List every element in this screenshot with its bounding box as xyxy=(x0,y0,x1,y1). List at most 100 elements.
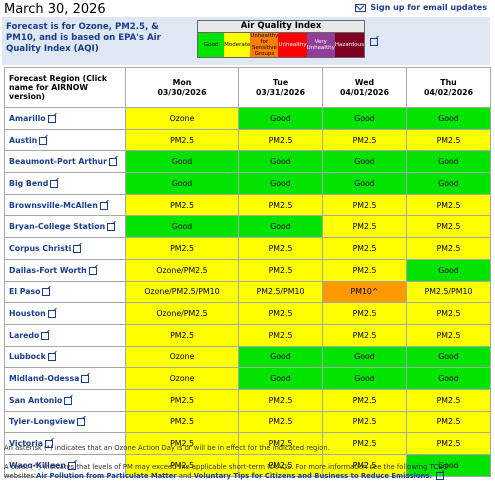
forecast-cell: Good xyxy=(322,107,407,130)
aqi-legend[interactable]: Air Quality Index Good Moderate Unhealthy … xyxy=(197,20,365,58)
region-name: Beaumont-Port Arthur xyxy=(9,157,107,167)
external-link-icon[interactable] xyxy=(370,38,378,46)
region-link[interactable]: Bryan-College Station xyxy=(4,215,126,239)
forecast-cell: Good xyxy=(238,345,323,369)
table-row: Amarillo Ozone Good Good Good xyxy=(4,107,491,130)
region-link[interactable]: Corpus Christi xyxy=(4,237,126,260)
external-link-icon[interactable] xyxy=(47,114,56,123)
table-row: Dallas-Fort Worth Ozone/PM2.5 PM2.5 PM2.5 Go… xyxy=(4,258,491,282)
forecast-cell: PM2.5 xyxy=(125,193,239,217)
forecast-cell: Ozone/PM2.5 xyxy=(125,258,239,282)
region-name: Lubbock xyxy=(9,352,46,362)
forecast-cell: PM2.5 xyxy=(406,302,491,325)
region-name: Amarillo xyxy=(9,113,46,123)
particulate-matter-link[interactable]: Air Pollution from Particulate Matter xyxy=(36,472,177,480)
external-link-icon[interactable] xyxy=(47,310,56,319)
email-signup-label: Sign up for email updates xyxy=(370,3,487,12)
region-name: Austin xyxy=(9,135,38,145)
region-link[interactable]: Laredo xyxy=(4,323,126,347)
external-link-icon[interactable] xyxy=(73,244,82,253)
forecast-cell: Good xyxy=(406,172,491,195)
external-link-icon[interactable] xyxy=(39,136,48,145)
forecast-cell: PM2.5 xyxy=(238,388,323,412)
forecast-cell: PM2.5 xyxy=(125,323,239,347)
forecast-cell: PM2.5 xyxy=(322,302,407,325)
forecast-cell: PM2.5 xyxy=(322,128,407,152)
forecast-cell: Good xyxy=(406,107,491,130)
region-link[interactable]: Midland-Odessa xyxy=(4,367,126,390)
region-link[interactable]: Brownsville-McAllen xyxy=(4,193,126,217)
table-row: San Antonio PM2.5 PM2.5 PM2.5 PM2.5 xyxy=(4,388,491,412)
forecast-cell: PM2.5 xyxy=(322,432,407,455)
region-link[interactable]: El Paso xyxy=(4,280,126,304)
table-row: Tyler-Longview PM2.5 PM2.5 PM2.5 PM2.5 xyxy=(4,410,491,434)
region-link[interactable]: Houston xyxy=(4,302,126,325)
forecast-cell: PM2.5 xyxy=(238,432,323,455)
forecast-cell: PM2.5 xyxy=(322,388,407,412)
forecast-cell: PM2.5 xyxy=(406,388,491,412)
caret-footnote: A caret (^) indicates that levels of PM … xyxy=(4,463,448,480)
forecast-cell: PM2.5 xyxy=(322,237,407,260)
forecast-cell: Ozone xyxy=(125,367,239,390)
forecast-cell: PM2.5 xyxy=(322,258,407,282)
external-link-icon[interactable] xyxy=(64,396,73,405)
region-link[interactable]: San Antonio xyxy=(4,388,126,412)
forecast-cell: PM2.5 xyxy=(238,128,323,152)
external-link-icon[interactable] xyxy=(81,375,90,384)
external-link-icon[interactable] xyxy=(107,223,116,232)
aqi-legend-title: Air Quality Index xyxy=(197,20,365,32)
region-link[interactable]: Tyler-Longview xyxy=(4,410,126,434)
forecast-cell: PM2.5 xyxy=(406,128,491,152)
external-link-icon[interactable] xyxy=(436,472,445,480)
forecast-cell: Ozone/PM2.5 xyxy=(125,302,239,325)
external-link-icon[interactable] xyxy=(99,201,108,210)
forecast-cell: Good xyxy=(322,367,407,390)
external-link-icon[interactable] xyxy=(41,331,50,340)
forecast-cell: PM2.5 xyxy=(238,258,323,282)
external-link-icon[interactable] xyxy=(67,461,76,470)
table-row: Corpus Christi PM2.5 PM2.5 PM2.5 PM2.5 xyxy=(4,237,491,260)
forecast-cell: Good xyxy=(406,367,491,390)
forecast-cell: Good xyxy=(125,215,239,239)
region-link[interactable]: Beaumont-Port Arthur xyxy=(4,150,126,174)
forecast-cell: PM2.5 xyxy=(125,388,239,412)
forecast-cell: PM2.5 xyxy=(238,237,323,260)
forecast-cell: Good xyxy=(406,454,491,477)
region-link[interactable]: Lubbock xyxy=(4,345,126,369)
forecast-cell: Good xyxy=(406,258,491,282)
voluntary-tips-link[interactable]: Voluntary Tips for Citizens and Business… xyxy=(193,472,433,480)
table-row: Waco-Killeen PM2.5 PM2.5 PM2.5 Good xyxy=(4,454,491,477)
forecast-cell: PM2.5 xyxy=(322,215,407,239)
forecast-cell: PM2.5 xyxy=(406,432,491,455)
asterisk-footnote: An asterisk (*) indicates that an Ozone … xyxy=(4,444,330,452)
forecast-cell: Good xyxy=(125,172,239,195)
external-link-icon[interactable] xyxy=(108,158,117,167)
forecast-cell: PM2.5 xyxy=(322,323,407,347)
region-link[interactable]: Amarillo xyxy=(4,107,126,130)
forecast-cell: Good xyxy=(406,345,491,369)
forecast-cell: PM2.5 xyxy=(406,215,491,239)
table-row: Houston Ozone/PM2.5 PM2.5 PM2.5 PM2.5 xyxy=(4,302,491,325)
external-link-icon[interactable] xyxy=(88,266,97,275)
external-link-icon[interactable] xyxy=(77,418,86,427)
external-link-icon[interactable] xyxy=(47,353,56,362)
forecast-cell: Ozone xyxy=(125,345,239,369)
external-link-icon[interactable] xyxy=(42,288,51,297)
forecast-cell: PM2.5 xyxy=(238,410,323,434)
region-link[interactable]: Waco-Killeen xyxy=(4,454,126,477)
region-name: El Paso xyxy=(9,287,41,297)
forecast-cell: Good xyxy=(238,172,323,195)
external-link-icon[interactable] xyxy=(50,179,59,188)
region-link[interactable]: Big Bend xyxy=(4,172,126,195)
region-link[interactable]: Austin xyxy=(4,128,126,152)
region-link[interactable]: Dallas-Fort Worth xyxy=(4,258,126,282)
region-name: Victoria xyxy=(9,439,44,449)
forecast-cell: PM2.5 xyxy=(406,410,491,434)
forecast-cell: PM2.5 xyxy=(238,302,323,325)
forecast-cell: PM2.5 xyxy=(125,237,239,260)
forecast-cell: PM2.5/PM10 xyxy=(406,280,491,304)
forecast-cell: Ozone/PM2.5/PM10 xyxy=(125,280,239,304)
external-link-icon[interactable] xyxy=(45,440,54,449)
email-signup-link[interactable]: Sign up for email updates xyxy=(355,3,487,12)
region-name: Laredo xyxy=(9,330,40,340)
